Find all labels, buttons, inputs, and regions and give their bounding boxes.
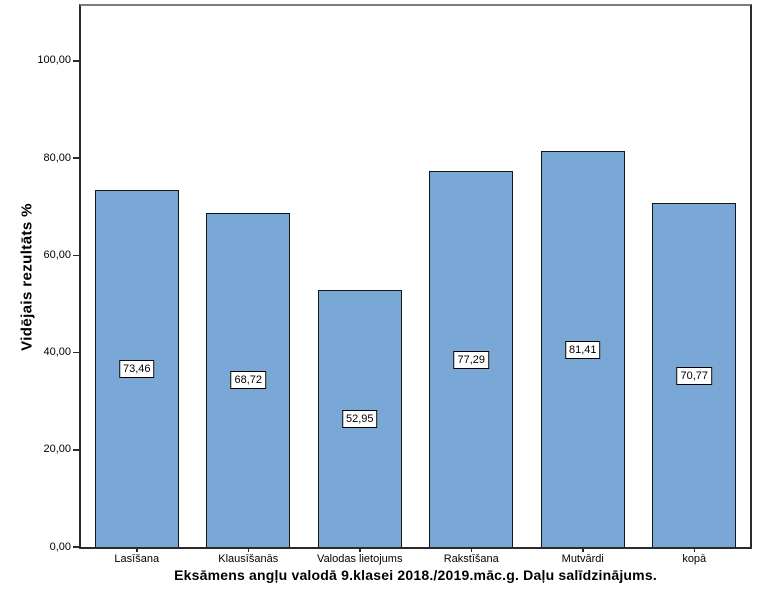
bar-0: 73,46 [94,189,179,547]
x-tick-mark [582,547,584,552]
y-axis-title: Vidējais rezultāts % [18,203,36,351]
x-tick-label: Rakstīšana [443,553,499,565]
plot-area: 73,46 68,72 52,95 77,29 81,41 70,77 [79,4,752,549]
y-tick-mark [73,157,79,159]
x-tick-label: Lasīšana [114,553,160,565]
x-tick-mark [359,547,361,552]
bar-value-label: 52,95 [341,409,378,428]
bar-2: 52,95 [317,289,402,547]
bar-4: 81,41 [540,151,625,547]
x-tick-label: Valodas lietojums [317,553,403,565]
y-tick-label: 60,00 [43,248,71,261]
bar-value-label: 68,72 [230,371,267,390]
x-tick-mark [136,547,138,552]
y-tick-label: 40,00 [43,346,71,359]
x-tick-label: Klausīšanās [218,553,279,565]
bar-value-label: 77,29 [453,350,490,369]
x-tick-label: kopā [682,553,707,565]
bar-value-label: 70,77 [676,366,713,385]
bar-value-label: 73,46 [118,359,155,378]
x-tick-mark [693,547,695,552]
bar-5: 70,77 [652,203,737,547]
y-tick-mark [73,546,79,548]
x-tick-mark [470,547,472,552]
bar-3: 77,29 [429,171,514,547]
y-tick-label: 100,00 [37,54,71,67]
y-tick-label: 80,00 [43,151,71,164]
y-tick-mark [73,351,79,354]
y-tick-mark [73,449,79,451]
bar-1: 68,72 [206,212,291,547]
y-tick-mark [73,60,79,62]
bar-value-label: 81,41 [564,340,601,359]
x-tick-mark [247,547,249,552]
x-axis-title: Eksāmens angļu valodā 9.klasei 2018./201… [174,567,657,583]
y-tick-mark [73,254,79,257]
y-tick-label: 20,00 [43,443,71,456]
x-tick-label: Mutvārdi [561,553,604,565]
y-tick-label: 0,00 [49,540,71,553]
